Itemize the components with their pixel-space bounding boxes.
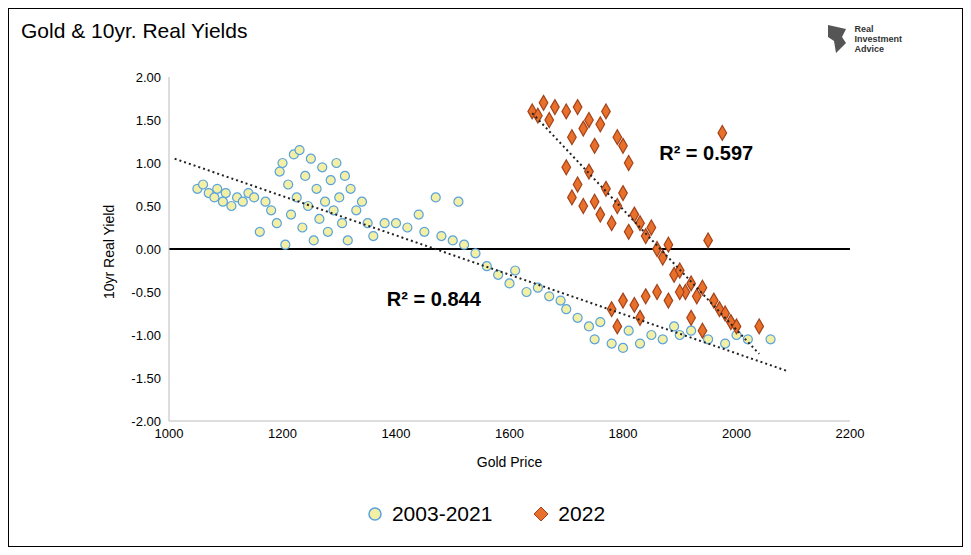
html-text:Advice: Advice (854, 44, 884, 54)
svg-text:1600: 1600 (495, 426, 524, 441)
svg-text:2200: 2200 (836, 426, 865, 441)
html-text:2003-2021: 2003-2021 (391, 502, 493, 525)
svg-text:1.00: 1.00 (136, 156, 161, 171)
svg-text:-1.50: -1.50 (131, 371, 161, 386)
svg-text:1200: 1200 (268, 426, 297, 441)
svg-text:10yr Real Yield: 10yr Real Yield (101, 205, 117, 299)
svg-text:0.50: 0.50 (136, 199, 161, 214)
html-text:Real: Real (854, 24, 874, 34)
svg-text:Gold Price: Gold Price (477, 454, 543, 470)
html-text:2022: 2022 (558, 502, 606, 525)
html-text:Gold & 10yr. Real Yields: Gold & 10yr. Real Yields (21, 19, 248, 42)
svg-text:2000: 2000 (722, 426, 751, 441)
svg-text:1000: 1000 (154, 426, 184, 442)
svg-text:1.50: 1.50 (136, 113, 161, 128)
svg-text:R² = 0.844: R² = 0.844 (387, 288, 482, 310)
svg-text:R² = 0.597: R² = 0.597 (659, 142, 753, 164)
svg-text:-0.50: -0.50 (131, 285, 161, 300)
html-text:Investment: Investment (854, 34, 902, 44)
svg-text:2.00: 2.00 (136, 70, 161, 85)
svg-text:-2.00: -2.00 (131, 414, 161, 429)
svg-text:-1.00: -1.00 (131, 328, 161, 343)
svg-text:1800: 1800 (609, 426, 638, 441)
svg-text:0.00: 0.00 (136, 242, 161, 257)
svg-text:1400: 1400 (382, 426, 411, 441)
